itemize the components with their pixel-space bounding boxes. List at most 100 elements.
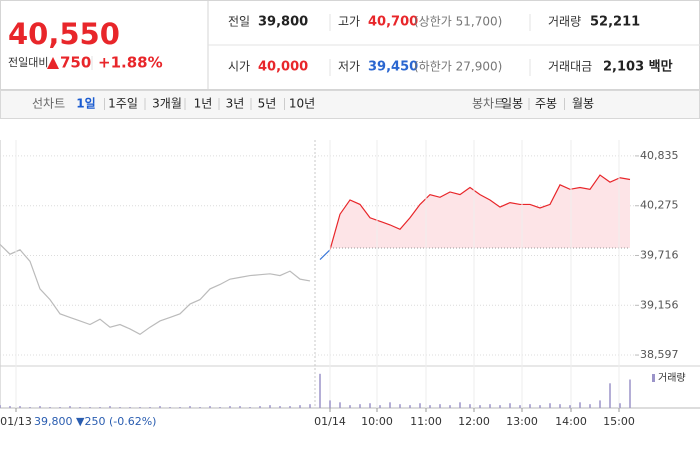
volume-bar	[349, 405, 351, 408]
volume-bar	[269, 405, 271, 408]
volume-bar	[309, 404, 311, 408]
y-tick-label: 39,716	[640, 248, 679, 261]
area-fill	[330, 175, 630, 250]
volume-bar	[629, 379, 631, 408]
y-tick-label: 40,835	[640, 149, 679, 162]
quote-value: 40,000	[258, 60, 308, 75]
volume-bar	[339, 402, 341, 408]
volume-bar	[49, 407, 51, 408]
x-tick-label: 13:00	[506, 415, 538, 428]
x-tick-label: 01/13	[0, 415, 32, 428]
volume-bar	[559, 404, 561, 408]
volume-bar	[159, 406, 161, 408]
quote-value: 40,700	[368, 15, 418, 30]
price-line	[329, 174, 631, 250]
toolbar-label: 선차트	[32, 97, 65, 111]
change-pct: +1.88%	[98, 54, 163, 72]
volume-bar	[299, 405, 301, 408]
current-price: 40,550	[8, 17, 120, 51]
volume-bar	[69, 406, 71, 408]
quote-value: 39,800	[258, 15, 308, 30]
volume-bar	[369, 403, 371, 408]
volume-bar	[329, 400, 331, 408]
volume-bar	[569, 405, 571, 408]
x-tick-label: 10:00	[361, 415, 393, 428]
volume-bar	[469, 404, 471, 408]
volume-bar	[79, 407, 81, 408]
volume-bar	[149, 407, 151, 408]
change-value: 750	[60, 54, 91, 72]
period-button[interactable]: 10년	[289, 97, 315, 111]
volume-bar	[319, 373, 321, 408]
volume-bar	[109, 406, 111, 408]
volume-bar	[59, 407, 61, 408]
quote-label: 저가	[338, 60, 360, 74]
quote-label: 거래량	[548, 15, 581, 29]
price-line	[0, 244, 311, 336]
volume-bar	[509, 403, 511, 408]
volume-bar	[479, 405, 481, 408]
quote-label: 거래대금	[548, 60, 592, 74]
volume-bar	[179, 407, 181, 408]
volume-bar	[39, 406, 41, 408]
volume-bar	[239, 406, 241, 408]
volume-bar	[429, 405, 431, 408]
volume-bar	[119, 407, 121, 408]
period-button[interactable]: 1년	[194, 97, 213, 111]
y-tick-label: 39,156	[640, 298, 679, 311]
volume-bar	[209, 406, 211, 408]
volume-bar	[89, 407, 91, 408]
x-tick-label: 01/14	[314, 415, 346, 428]
x-tick-label: 12:00	[458, 415, 490, 428]
volume-bar	[389, 402, 391, 408]
quote-label: 고가	[338, 15, 360, 29]
volume-bar	[29, 407, 31, 408]
volume-bar	[359, 404, 361, 408]
x-tick-label: 14:00	[555, 415, 587, 428]
candle-button[interactable]: 일봉	[501, 97, 523, 111]
quote-label: 전일	[228, 15, 250, 29]
volume-bar	[589, 404, 591, 408]
x-tick-label: 15:00	[603, 415, 635, 428]
volume-bar	[139, 407, 141, 408]
period-button[interactable]: 3개월	[152, 97, 182, 111]
volume-bar	[399, 404, 401, 408]
quote-note: (하한가 27,900)	[414, 60, 502, 74]
volume-bar	[499, 405, 501, 408]
volume-bar	[489, 404, 491, 408]
volume-bar	[259, 406, 261, 408]
volume-bar	[529, 404, 531, 408]
y-tick-label: 40,275	[640, 199, 679, 212]
volume-bar	[549, 403, 551, 408]
quote-value: 39,450	[368, 60, 418, 75]
price-line	[319, 249, 331, 261]
candle-button[interactable]: 주봉	[535, 97, 557, 111]
quote-value: 2,103 백만	[603, 59, 673, 75]
volume-bar	[219, 407, 221, 408]
period-button[interactable]: 5년	[258, 97, 277, 111]
volume-bar	[449, 405, 451, 408]
toolbar	[0, 90, 700, 119]
volume-bar	[289, 406, 291, 408]
period-button[interactable]: 1일	[76, 97, 95, 111]
volume-bar	[279, 406, 281, 408]
candle-button[interactable]: 월봉	[572, 97, 594, 111]
volume-bar	[579, 402, 581, 408]
volume-bar	[169, 407, 171, 408]
volume-bar	[249, 407, 251, 408]
volume-bar	[189, 406, 191, 408]
volume-bar	[0, 405, 1, 408]
up-icon	[47, 57, 59, 69]
change-label: 전일대비	[8, 55, 48, 69]
period-button[interactable]: 3년	[226, 97, 245, 111]
volume-bar	[19, 406, 21, 408]
volume-bar	[619, 403, 621, 408]
volume-bar	[539, 405, 541, 408]
volume-bar	[609, 383, 611, 408]
period-button[interactable]: 1주일	[108, 97, 138, 111]
volume-bar	[419, 403, 421, 408]
x-tick-label: 11:00	[410, 415, 442, 428]
volume-bar	[199, 407, 201, 408]
y-tick-label: 38,597	[640, 348, 679, 361]
